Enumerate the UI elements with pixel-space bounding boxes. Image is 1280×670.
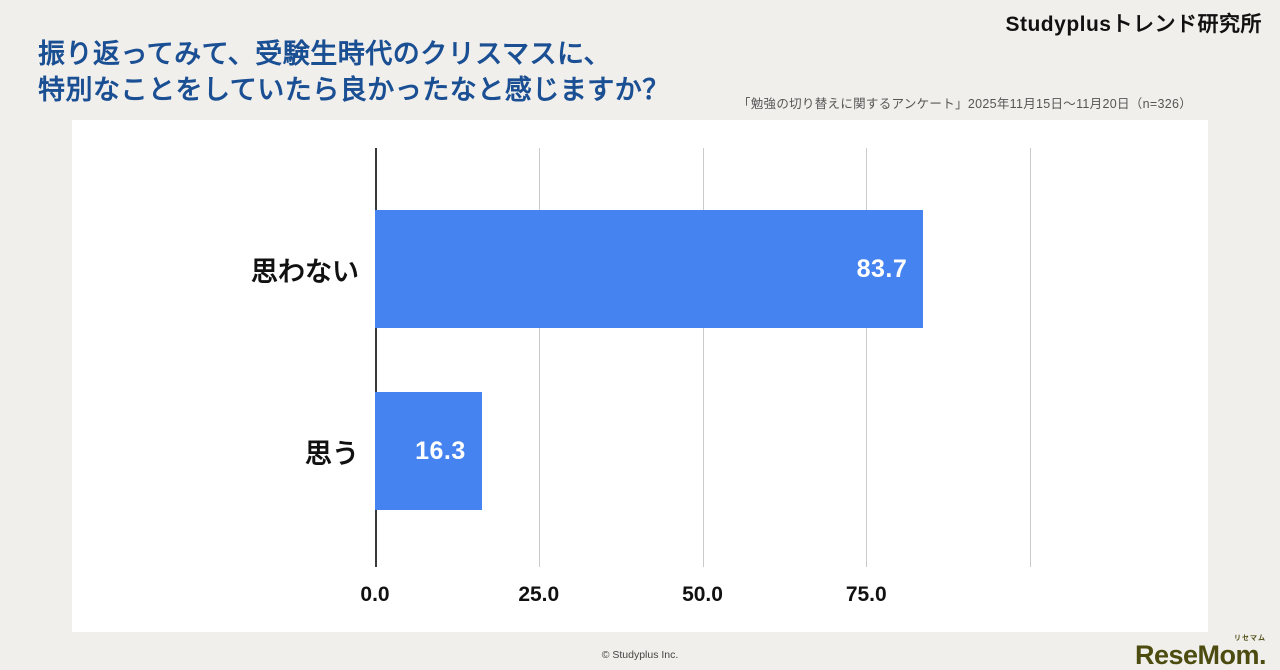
category-label: 思わない (251, 256, 359, 287)
title-line-1: 振り返ってみて、受験生時代のクリスマスに、 (38, 39, 612, 69)
bar-row: 思う 16.3 (305, 392, 1030, 510)
x-tick-label: 75.0 (845, 583, 887, 606)
studyplus-brand: Studyplusトレンド研究所 (1005, 13, 1262, 36)
survey-note: 「勉強の切り替えに関するアンケート」2025年11月15日～11月20日（n=3… (737, 97, 1192, 111)
x-tick-label: 50.0 (682, 583, 723, 606)
x-axis-ticks: 0.0 25.0 50.0 75.0 (360, 575, 1030, 609)
chart-plot: 思わない 83.7 思う 16.3 (251, 148, 1031, 567)
gridline (702, 148, 704, 567)
bar-value-label: 16.3 (415, 436, 466, 465)
resemom-kana-label: リセマム (1234, 635, 1266, 642)
bar-row: 思わない 83.7 (251, 210, 1030, 328)
category-label: 思う (305, 438, 359, 469)
y-axis-line (375, 148, 377, 567)
chart-panel: 思わない 83.7 思う 16.3 0.0 25.0 50.0 75.0 (72, 120, 1208, 632)
bar: 16.3 (375, 392, 482, 510)
gridline (866, 148, 868, 567)
bar-value-label: 83.7 (856, 254, 908, 283)
x-tick-label: 25.0 (518, 583, 560, 606)
title-line-2: 特別なことをしていたら良かったなと感じますか？ (38, 75, 670, 106)
page-title: 振り返ってみて、受験生時代のクリスマスに、 特別なことをしていたら良かったなと感… (38, 36, 670, 109)
bar-rows: 思わない 83.7 思う 16.3 (251, 210, 1030, 574)
resemom-logo: リセマム ReseMom. (1134, 635, 1267, 670)
resemom-wordmark: ReseMom. (1134, 640, 1267, 670)
bar: 83.7 (375, 210, 924, 328)
x-tick-label: 0.0 (360, 583, 390, 606)
copyright-text: © Studyplus Inc. (601, 649, 679, 661)
gridline (538, 148, 540, 567)
gridline (1030, 148, 1031, 567)
